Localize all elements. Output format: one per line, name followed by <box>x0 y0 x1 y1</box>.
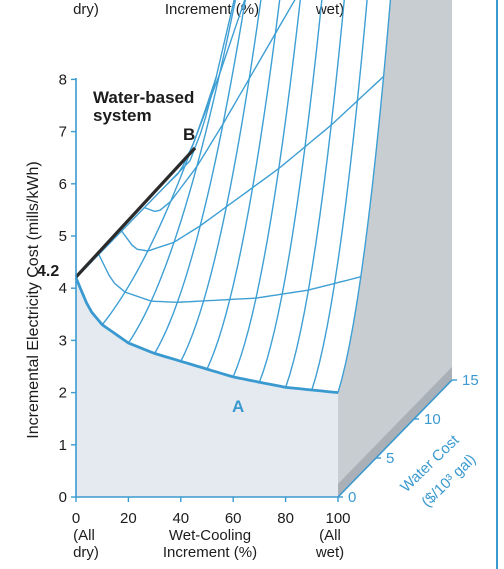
z-tick-labels: 0 5 10 15 <box>338 372 479 506</box>
mesh-line-x-9 <box>311 0 368 391</box>
x-tick-labels: 0 20 40 60 80 100 <box>72 497 351 527</box>
mesh-line-x-8 <box>284 0 345 388</box>
mesh-line-x-7 <box>258 0 323 383</box>
mesh-line-x-5 <box>206 0 281 370</box>
z-tick-label-0: 0 <box>348 489 356 506</box>
mesh-line-x-3 <box>153 0 246 354</box>
mesh-line-x-6 <box>232 0 301 378</box>
y-tick-label-4: 4 <box>59 280 67 297</box>
front-curve <box>74 277 339 394</box>
z-axis-line <box>337 379 453 498</box>
y-tick-label-3: 3 <box>59 332 67 349</box>
z-tick-label-3: 15 <box>462 372 479 389</box>
x-tick-label-4: 80 <box>277 510 294 527</box>
mesh-line-x-4 <box>180 0 262 362</box>
x-note-center: Increment (%) <box>163 544 257 561</box>
x-note-left-2: dry) <box>73 544 99 561</box>
point-label-b: B <box>183 125 195 144</box>
mesh-line-z-5 <box>189 0 235 162</box>
shaded-regions <box>76 0 452 497</box>
x-tick-label-1: 20 <box>120 510 137 527</box>
y-tick-label-8: 8 <box>59 71 67 88</box>
x-tick-label-2: 40 <box>172 510 189 527</box>
x-note-center-title: Wet-Cooling <box>169 527 251 544</box>
x-tick-label-0: 0 <box>72 510 80 527</box>
z-tick-label-2: 10 <box>424 411 441 428</box>
mesh-line-z-1 <box>98 254 361 304</box>
y-tick-label-2: 2 <box>59 385 67 402</box>
y-tick-labels: 0 1 2 3 4 5 6 7 8 <box>59 71 76 506</box>
side-bottom-strip <box>338 366 452 497</box>
y-tick-label-6: 6 <box>59 176 67 193</box>
optimal-edge-line <box>74 146 197 279</box>
y-tick-label-7: 7 <box>59 124 67 141</box>
x-note-left-1: (All <box>73 527 95 544</box>
x-tick-label-3: 60 <box>225 510 242 527</box>
x-tick-label-5: 100 <box>325 510 350 527</box>
y-axis-label: Incremental Electricity Cost (mills/kWh) <box>25 161 42 438</box>
front-floor-shade <box>76 277 338 497</box>
mesh-line-x-1 <box>101 76 217 326</box>
top-label-center: Increment (%) <box>165 1 259 18</box>
right-side-shade <box>338 0 452 497</box>
top-label-right: wet) <box>315 1 344 18</box>
top-label-left: dry) <box>73 1 99 18</box>
annotation-4-2: 4.2 <box>37 263 59 280</box>
chart-title-line2: system <box>93 106 152 125</box>
surface-mesh <box>74 0 392 394</box>
chart-title-line1: Water-based <box>93 88 194 107</box>
x-note-right-1: (All <box>319 527 341 544</box>
z-tick-label-1: 5 <box>386 450 394 467</box>
y-tick-label-0: 0 <box>59 489 67 506</box>
y-tick-label-5: 5 <box>59 228 67 245</box>
point-label-a: A <box>232 397 244 416</box>
x-note-right-2: wet) <box>315 544 344 561</box>
mesh-line-x-10 <box>337 0 392 393</box>
y-tick-label-1: 1 <box>59 437 67 454</box>
mesh-line-x-2 <box>127 0 237 344</box>
